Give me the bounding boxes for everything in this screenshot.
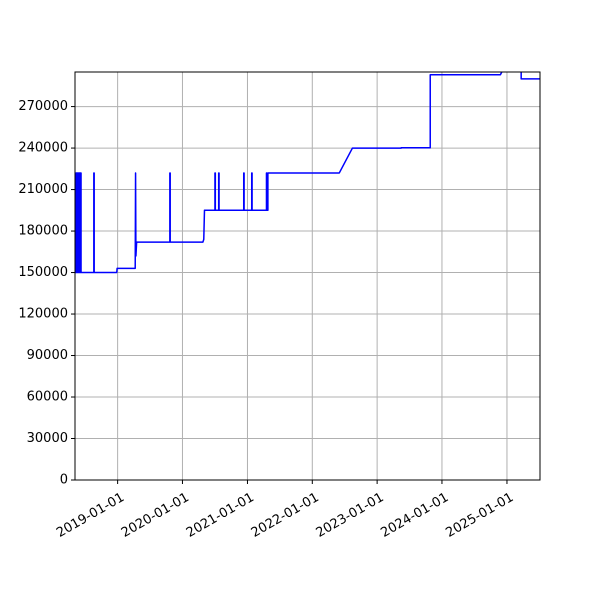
series-line (75, 72, 540, 274)
y-tick-label: 180000 (18, 224, 68, 239)
y-tick-label: 60000 (27, 390, 68, 405)
y-tick-label: 30000 (27, 431, 68, 446)
axes (74, 71, 541, 481)
y-tick-label: 120000 (18, 307, 68, 322)
plot-area (75, 72, 540, 274)
y-tick-label: 270000 (18, 99, 68, 114)
y-axis-ticks: 0 30000 60000 90000 120000 150000 180000 210000… (18, 99, 75, 488)
y-tick-label: 0 (60, 473, 68, 488)
y-tick-label: 90000 (27, 348, 68, 363)
y-tick-label: 210000 (18, 182, 68, 197)
grid-lines (75, 72, 540, 481)
axes-frame (74, 71, 541, 481)
y-tick-label: 150000 (18, 265, 68, 280)
y-tick-label: 240000 (18, 141, 68, 156)
